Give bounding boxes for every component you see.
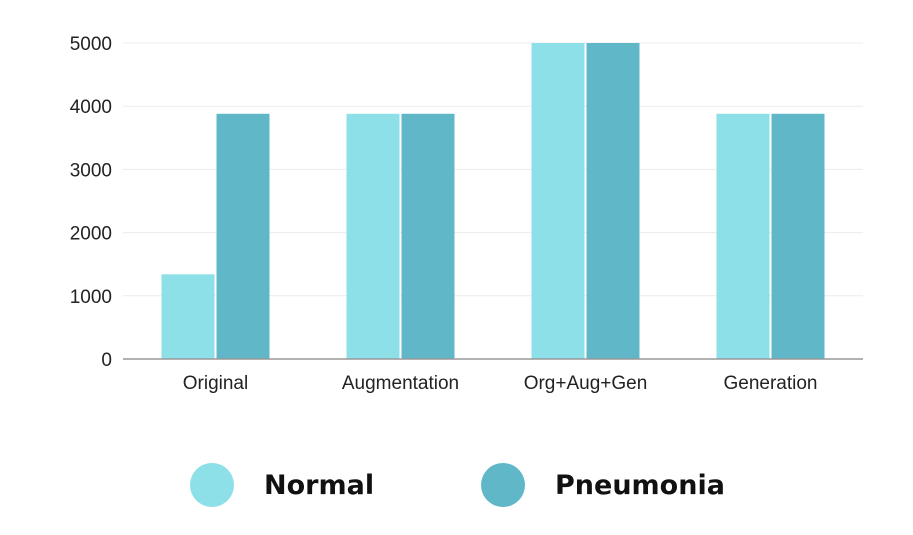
y-tick-label: 4000 [70,97,112,118]
y-tick-label: 3000 [70,160,112,181]
bar-pneumonia-1 [401,113,455,359]
x-tick-label: Org+Aug+Gen [524,373,648,394]
legend-label-pneumonia: Pneumonia [555,469,725,501]
x-axis-tick-labels: Original Augmentation Org+Aug+Gen Generatio… [183,373,818,394]
x-tick-label: Augmentation [342,373,459,394]
bar-normal-3 [716,113,770,359]
bar-normal-0 [161,274,215,359]
y-tick-label: 1000 [70,287,112,308]
bar-pneumonia-3 [771,113,825,359]
legend-swatch-pneumonia [481,463,525,507]
x-tick-label: Original [183,373,248,394]
y-tick-label: 0 [101,350,112,371]
bar-pneumonia-0 [216,113,270,359]
bar-normal-2 [531,43,585,359]
bar-pneumonia-2 [586,43,640,359]
y-axis-tick-labels: 0 1000 2000 3000 4000 5000 [70,34,112,371]
legend-item-pneumonia: Pneumonia [481,455,725,515]
x-tick-label: Generation [723,373,817,394]
y-tick-label: 2000 [70,224,112,245]
bar-normal-1 [346,113,400,359]
legend: Normal Pneumonia [0,455,913,515]
legend-swatch-normal [190,463,234,507]
legend-item-normal: Normal [190,455,374,515]
y-tick-label: 5000 [70,34,112,55]
bars [161,43,825,359]
legend-label-normal: Normal [264,469,375,501]
